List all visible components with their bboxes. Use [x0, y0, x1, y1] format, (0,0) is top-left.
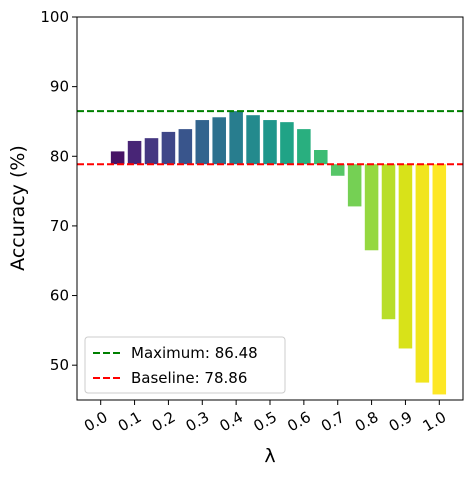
bar — [347, 164, 362, 207]
x-tick-label: 0.9 — [386, 408, 416, 436]
bar — [144, 138, 159, 165]
y-tick-label: 70 — [50, 217, 69, 235]
bar — [212, 117, 226, 165]
x-tick-label: 0.3 — [183, 408, 213, 436]
bar — [110, 151, 125, 165]
bar — [297, 129, 311, 165]
bar — [246, 115, 260, 165]
x-tick-label: 0.2 — [149, 408, 179, 436]
x-tick-label: 0.4 — [216, 408, 246, 436]
x-tick-label: 0.8 — [352, 408, 382, 436]
bar — [229, 111, 243, 165]
legend-box — [84, 336, 286, 394]
bar — [330, 164, 345, 176]
bar — [381, 164, 396, 320]
legend-label: Maximum: 86.48 — [131, 344, 258, 362]
bar — [314, 150, 328, 165]
bar — [432, 164, 447, 395]
bar — [195, 120, 210, 165]
plot-frame — [76, 16, 464, 401]
bar — [263, 120, 277, 165]
bar — [280, 122, 294, 165]
bar — [178, 129, 193, 165]
y-tick-label: 100 — [40, 8, 69, 26]
bar — [415, 164, 430, 383]
bar — [161, 131, 176, 165]
bar — [364, 164, 379, 251]
x-tick-label: 0.1 — [115, 408, 145, 436]
bar — [127, 140, 142, 165]
y-tick-label: 60 — [50, 287, 69, 305]
x-tick-label: 1.0 — [420, 408, 450, 436]
y-tick-label: 80 — [50, 147, 69, 165]
y-tick-label: 50 — [50, 356, 69, 374]
x-tick-label: 0.6 — [284, 408, 314, 436]
x-tick-label: 0.5 — [250, 408, 280, 436]
legend-label: Baseline: 78.86 — [131, 369, 247, 387]
y-tick-label: 90 — [50, 78, 69, 96]
y-axis-label: Accuracy (%) — [7, 145, 29, 271]
x-tick-label: 0.7 — [318, 408, 348, 436]
x-tick-label: 0.0 — [81, 408, 111, 436]
bar — [398, 164, 413, 349]
x-axis-label: λ — [264, 445, 275, 467]
